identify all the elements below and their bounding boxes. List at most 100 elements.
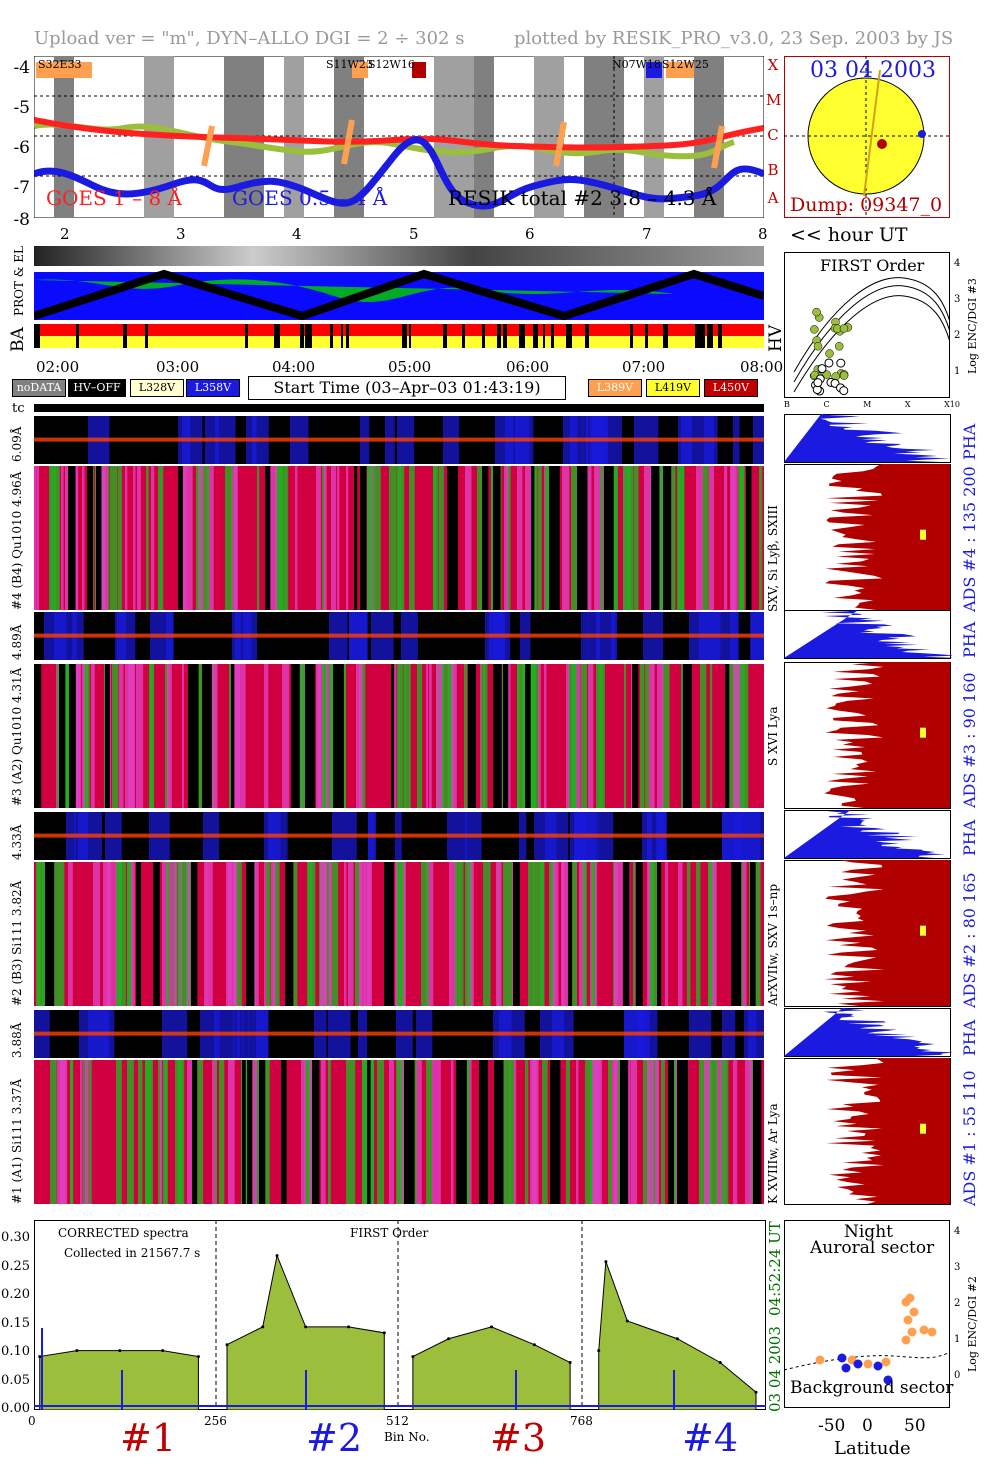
spectro-column [670,466,676,610]
spectro-column [146,466,149,610]
spectro-column [749,1060,757,1204]
spectro-column [623,466,630,610]
time-tick: 02:00 [36,358,80,376]
spectro-column [702,466,709,610]
fo-ytick: 1 [954,366,961,377]
spectro-column [346,466,349,610]
spectro-column [271,862,276,1006]
spectro-column [264,862,267,1006]
spectro-column [583,862,586,1006]
annotation-5: S12W25 [662,58,709,71]
spectro-column [301,1060,307,1204]
spectro-column [85,1060,89,1204]
spectro-column [107,466,110,610]
spectro-column [525,466,532,610]
spectrum-point [382,1331,386,1335]
lat-xtick: 0 [862,1416,873,1436]
ads-marker [920,925,926,936]
spectro-column [733,1060,738,1204]
spectro-column [509,1060,515,1204]
spectro-column [645,664,650,808]
pha-histogram [784,1008,952,1056]
spectro-column [59,862,65,1006]
spectro-column [745,1060,753,1204]
hv-off-column [531,466,535,610]
spectrum-note-1: CORRECTED spectra [58,1226,189,1240]
hv-off-column [663,466,672,610]
spectro-column [53,862,60,1006]
spectro-column [421,862,424,1006]
spectro-column [649,664,655,808]
spectrum-point [38,1355,42,1359]
spectro-column [483,862,491,1006]
spectro-column [241,664,246,808]
hv-off-column [450,466,458,610]
spectro-column [127,862,132,1006]
spectro-column [396,862,404,1006]
first-order-title: FIRST Order [820,256,925,275]
spectro-column [392,664,397,808]
fo-xtick: X [904,400,911,409]
spectro-column [57,1060,63,1204]
ba-gap [719,324,722,348]
lat-ytick: 3 [954,1262,961,1273]
spectro-column [426,1060,433,1204]
spectro-column [359,862,366,1006]
spectro-column [594,466,598,610]
lat-point-background [837,1353,847,1363]
hv-off-column [34,664,42,808]
pha-histogram [784,610,952,658]
hour-ut-label: << hour UT [790,224,908,246]
hv-off-column [384,862,394,1006]
orbit-strips [34,246,764,348]
pha-spectrogram [34,612,764,660]
spectrum-point [411,1355,415,1359]
spectro-column [125,664,131,808]
spectro-column [80,1060,83,1204]
spectro-column [643,1060,650,1204]
spectro-column [464,664,468,808]
pha-histogram [784,414,950,462]
spectro-column [594,1060,601,1204]
hv-off-column [731,862,742,1006]
spectro-column [597,466,601,610]
spectro-column [503,862,508,1006]
spectro-column [662,664,670,808]
spectro-column [721,1060,729,1204]
ba-gap [300,324,304,348]
spectro-column [585,1060,593,1204]
spectrum-point [597,1349,601,1353]
spectro-column [442,664,445,808]
hv-off-column [632,664,639,808]
lat-point-background [853,1359,863,1369]
goes-lightcurve-panel [34,56,764,218]
spectro-column [571,466,579,610]
spectro-column [163,1060,168,1204]
tc-label: tc [12,401,25,416]
hv-off-column [525,664,531,808]
spectrum-point [118,1349,122,1353]
hv-off-column [550,1060,561,1204]
spectro-column [356,664,361,808]
hv-off-column [291,664,300,808]
hour-tick: 5 [409,225,419,243]
legend-l450: L450V [704,379,758,397]
lat-xtick: 50 [904,1416,926,1436]
spectrum-point [275,1254,279,1258]
hv-off-column [178,466,183,610]
hv-off-column [549,466,560,610]
spectro-column [652,862,660,1006]
spectro-column [477,466,483,610]
hv-off-column [493,664,502,808]
spectrum-series-area [39,1350,199,1410]
hv-off-column [188,664,199,808]
spectro-column [551,862,559,1006]
spectro-column [429,664,432,808]
channel-spectrogram [34,664,764,808]
active-region-dot [877,139,887,149]
lat-point-background [873,1361,883,1371]
spectro-column [566,1060,570,1204]
hv-off-column [577,466,588,610]
spectro-column [449,862,457,1006]
hour-tick: 8 [758,225,768,243]
